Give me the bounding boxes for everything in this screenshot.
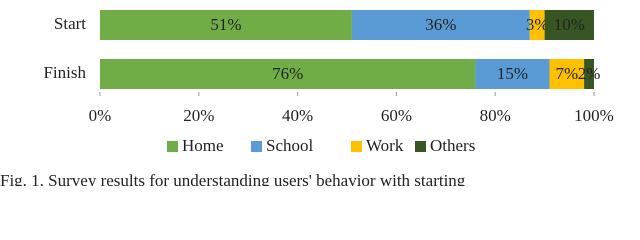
caption: Fig. 1. Survey results for understanding… (0, 171, 466, 186)
value-label: 2% (578, 64, 601, 83)
value-label: 3% (526, 15, 549, 34)
legend-swatch (351, 141, 362, 152)
value-label: 76% (272, 64, 303, 83)
value-label: 36% (425, 15, 456, 34)
legend-swatch (251, 141, 262, 152)
x-tick-label: 80% (480, 106, 511, 125)
legend-label: Home (182, 136, 224, 155)
value-label: 51% (210, 15, 241, 34)
value-label: 7% (555, 64, 578, 83)
bar-segment (544, 10, 594, 40)
legend-label: Others (430, 136, 475, 155)
x-tick-label: 100% (574, 106, 614, 125)
bar-segment (584, 59, 594, 89)
legend-label: Work (366, 136, 404, 155)
bar-segment (529, 10, 545, 40)
x-tick-label: 60% (381, 106, 412, 125)
x-tick-label: 20% (183, 106, 214, 125)
value-label: 15% (497, 64, 528, 83)
bar-segment (475, 59, 550, 89)
x-tick-label: 0% (89, 106, 112, 125)
bar-segment (351, 10, 530, 40)
y-tick-label: Start (54, 14, 86, 33)
legend-swatch (415, 141, 426, 152)
bar-segment (549, 59, 585, 89)
chart: Fig. 1. Survey results for understanding… (0, 10, 614, 186)
legend-swatch (167, 141, 178, 152)
legend-label: School (266, 136, 314, 155)
y-tick-label: Finish (43, 63, 86, 82)
bar-segment (100, 10, 352, 40)
bar-segment (100, 59, 476, 89)
x-tick-label: 40% (282, 106, 313, 125)
value-label: 10% (554, 15, 585, 34)
